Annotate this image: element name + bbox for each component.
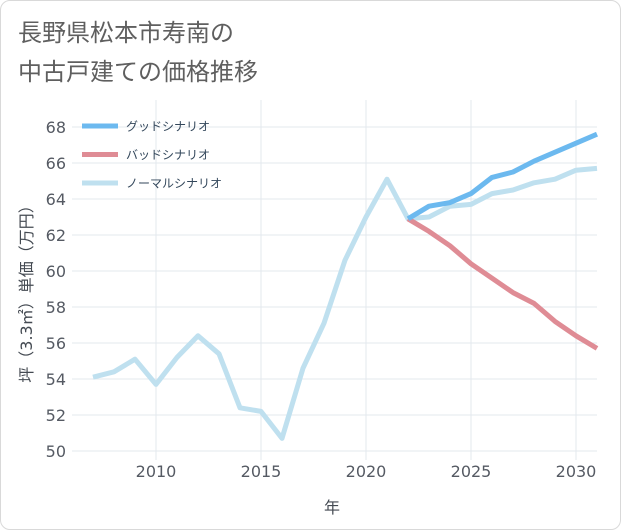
- y-tick-label: 64: [46, 190, 66, 209]
- x-tick-label: 2030: [556, 462, 597, 481]
- title-line-1: 長野県松本市寿南の: [18, 19, 234, 47]
- x-tick-label: 2010: [136, 462, 177, 481]
- series-line-bad: [406, 216, 599, 351]
- gridlines: [72, 100, 597, 460]
- y-tick-label: 54: [46, 370, 66, 389]
- y-tick-label: 58: [46, 298, 66, 317]
- legend-label-bad: バッドシナリオ: [126, 148, 210, 162]
- y-tick-label: 60: [46, 262, 66, 281]
- y-tick-label: 66: [46, 154, 66, 173]
- title-line-2: 中古戸建ての価格推移: [18, 58, 258, 86]
- series-line-good: [406, 131, 598, 221]
- x-axis-label: 年: [324, 498, 340, 517]
- legend-label-normal: ノーマルシナリオ: [126, 177, 222, 191]
- plot-area: [72, 100, 597, 460]
- y-tick-label: 50: [46, 442, 66, 461]
- y-tick-labels: 50 52 54 56 58 60 62 64 66 68: [46, 118, 66, 461]
- x-tick-labels: 2010 2015 2020 2025 2030: [136, 462, 597, 481]
- x-tick-label: 2025: [451, 462, 492, 481]
- chart-title: 長野県松本市寿南の 中古戸建ての価格推移: [18, 14, 258, 92]
- y-tick-label: 68: [46, 118, 66, 137]
- x-tick-label: 2020: [346, 462, 387, 481]
- y-tick-label: 56: [46, 334, 66, 353]
- legend-label-good: グッドシナリオ: [126, 120, 210, 134]
- series-line-normal: [92, 165, 598, 441]
- y-tick-label: 62: [46, 226, 66, 245]
- y-axis-label: 坪（3.3㎡）単価（万円）: [17, 197, 36, 382]
- x-tick-label: 2015: [241, 462, 282, 481]
- series-lines: [92, 131, 599, 441]
- y-tick-label: 52: [46, 406, 66, 425]
